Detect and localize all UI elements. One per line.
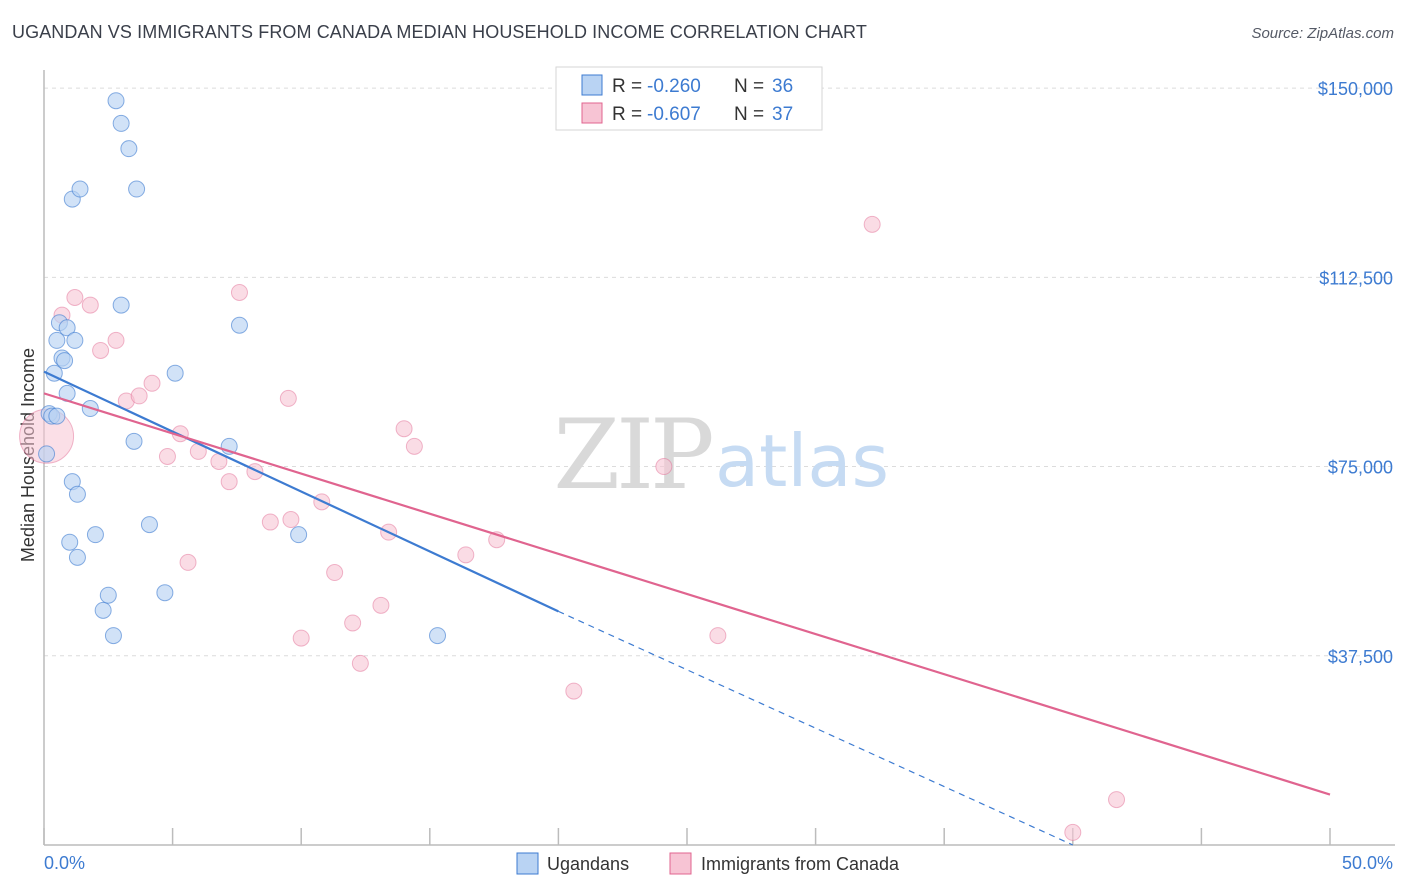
- point-ugandans: [107, 92, 125, 110]
- point-immigrants-from-canada: [81, 296, 99, 314]
- point-ugandans: [230, 316, 248, 334]
- legend-n-label-pink: N =: [734, 104, 764, 125]
- point-immigrants-from-canada: [372, 596, 390, 614]
- trend-line-immigrants-from-canada: [43, 392, 1331, 796]
- point-immigrants-from-canada: [220, 473, 238, 491]
- chart-source: Source: ZipAtlas.com: [1251, 25, 1394, 42]
- trend-lines: [43, 370, 1331, 846]
- point-ugandans: [68, 485, 86, 503]
- point-ugandans: [290, 526, 308, 544]
- point-immigrants-from-canada: [292, 629, 310, 647]
- point-immigrants-from-canada: [282, 511, 300, 529]
- series-immigrants-from-canada: [19, 215, 1126, 841]
- point-immigrants-from-canada: [261, 513, 279, 531]
- point-ugandans: [71, 180, 89, 198]
- x-tick-label-min: 0.0%: [44, 853, 85, 873]
- point-immigrants-from-canada: [179, 553, 197, 571]
- point-immigrants-from-canada: [351, 654, 369, 672]
- point-ugandans: [56, 352, 74, 370]
- watermark-zip: ZIP: [553, 399, 712, 511]
- point-ugandans: [128, 180, 146, 198]
- point-ugandans: [99, 586, 117, 604]
- point-ugandans: [48, 331, 66, 349]
- trend-line-ugandans-extension: [558, 610, 1074, 846]
- chart-title: UGANDAN VS IMMIGRANTS FROM CANADA MEDIAN…: [12, 22, 867, 42]
- x-tick-label-max: 50.0%: [1342, 853, 1393, 873]
- point-immigrants-from-canada: [395, 420, 413, 438]
- point-ugandans: [94, 601, 112, 619]
- point-immigrants-from-canada: [130, 387, 148, 405]
- grid-lines: [44, 87, 1395, 657]
- watermark-atlas: atlas: [715, 419, 889, 503]
- point-immigrants-from-canada: [457, 546, 475, 564]
- legend-r-value-blue: -0.260: [647, 76, 701, 97]
- point-ugandans: [38, 445, 56, 463]
- point-immigrants-from-canada: [863, 215, 881, 233]
- series-legend-swatch-ugandans: [516, 852, 539, 875]
- point-immigrants-from-canada: [709, 627, 727, 645]
- legend-swatch-pink: [581, 102, 603, 124]
- x-axis-ticks: [43, 828, 1331, 845]
- series-legend: Ugandans Immigrants from Canada: [516, 852, 900, 875]
- point-ugandans: [68, 548, 86, 566]
- point-ugandans: [140, 516, 158, 534]
- legend-r-value-pink: -0.607: [647, 104, 701, 125]
- y-axis-tick-labels: $37,500 $75,000 $112,500 $150,000: [1318, 79, 1393, 667]
- point-ugandans: [58, 319, 76, 337]
- point-immigrants-from-canada: [158, 447, 176, 465]
- trend-line-ugandans: [43, 370, 559, 613]
- point-ugandans: [156, 584, 174, 602]
- point-immigrants-from-canada: [326, 564, 344, 582]
- point-immigrants-from-canada: [279, 389, 297, 407]
- y-tick-label: $150,000: [1318, 79, 1393, 99]
- point-ugandans: [48, 407, 66, 425]
- point-ugandans: [112, 114, 130, 132]
- point-immigrants-from-canada: [1064, 823, 1082, 841]
- point-immigrants-from-canada: [655, 458, 673, 476]
- y-tick-label: $37,500: [1328, 647, 1393, 667]
- series-legend-label-immigrants: Immigrants from Canada: [701, 854, 900, 874]
- point-immigrants-from-canada: [107, 331, 125, 349]
- legend-n-value-blue: 36: [772, 76, 793, 97]
- point-ugandans: [120, 140, 138, 158]
- point-ugandans: [86, 526, 104, 544]
- series-legend-swatch-immigrants: [669, 852, 692, 875]
- point-ugandans: [61, 533, 79, 551]
- point-immigrants-from-canada: [92, 341, 110, 359]
- legend-r-label-blue: R =: [612, 76, 642, 97]
- legend-n-value-pink: 37: [772, 104, 793, 125]
- legend-swatch-blue: [581, 74, 603, 96]
- point-immigrants-from-canada: [405, 437, 423, 455]
- point-ugandans: [125, 432, 143, 450]
- point-ugandans: [104, 627, 122, 645]
- y-tick-label: $112,500: [1319, 268, 1393, 288]
- point-immigrants-from-canada: [565, 682, 583, 700]
- point-ugandans: [66, 331, 84, 349]
- point-immigrants-from-canada: [344, 614, 362, 632]
- legend-n-label-blue: N =: [734, 76, 764, 97]
- series-ugandans: [38, 92, 447, 645]
- point-immigrants-from-canada: [143, 374, 161, 392]
- series-legend-label-ugandans: Ugandans: [547, 854, 629, 874]
- stats-legend: R = -0.260 N = 36 R = -0.607 N = 37: [555, 66, 823, 131]
- point-immigrants-from-canada: [66, 289, 84, 307]
- point-ugandans: [166, 364, 184, 382]
- point-ugandans: [429, 627, 447, 645]
- point-immigrants-from-canada: [1108, 791, 1126, 809]
- point-immigrants-from-canada: [230, 283, 248, 301]
- y-tick-label: $75,000: [1328, 458, 1393, 478]
- legend-r-label-pink: R =: [612, 104, 642, 125]
- point-ugandans: [112, 296, 130, 314]
